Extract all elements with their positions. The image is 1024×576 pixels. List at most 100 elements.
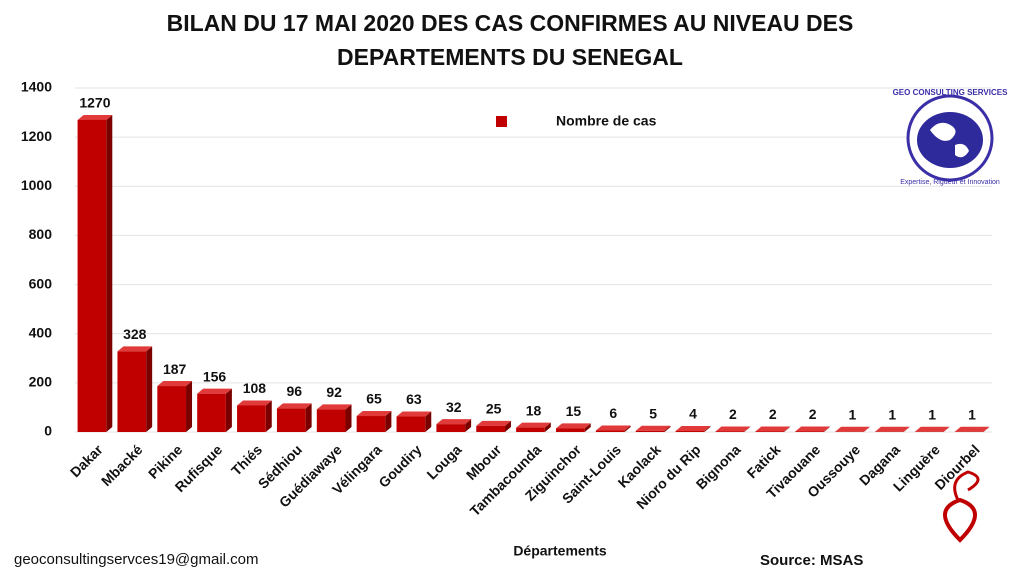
- bar: [556, 428, 585, 432]
- bar-top: [117, 346, 153, 352]
- bar: [237, 405, 266, 432]
- legend-swatch: [496, 116, 507, 127]
- bar-top: [835, 426, 870, 432]
- value-label: 1: [849, 406, 857, 422]
- value-label: 5: [649, 405, 657, 421]
- bar-side: [624, 425, 631, 432]
- value-label: 1: [888, 406, 896, 422]
- bar-top: [396, 411, 432, 417]
- bar-side: [664, 425, 671, 432]
- bar-side: [146, 346, 153, 432]
- value-label: 65: [366, 391, 382, 407]
- bar-side: [823, 426, 830, 432]
- bar-top: [436, 419, 472, 425]
- bar: [316, 409, 346, 432]
- value-label: 2: [769, 406, 777, 422]
- y-tick-label: 0: [44, 423, 52, 439]
- bar-top: [715, 426, 751, 432]
- ministry-heart: [943, 497, 977, 543]
- value-label: 187: [163, 361, 187, 377]
- bar-side: [425, 411, 432, 432]
- x-tick-label: Goudiry: [375, 441, 424, 490]
- bar-side: [465, 419, 472, 432]
- bar-side: [784, 426, 791, 432]
- value-label: 1: [928, 406, 936, 422]
- footer-email: geoconsultingservces19@gmail.com: [14, 551, 259, 568]
- bar: [595, 430, 625, 432]
- bar-top: [914, 426, 950, 432]
- bar-side: [345, 404, 352, 432]
- value-label: 32: [446, 399, 462, 415]
- value-label: 4: [689, 406, 697, 422]
- bar-top: [157, 381, 193, 387]
- y-tick-label: 600: [29, 275, 53, 291]
- bar: [77, 119, 107, 432]
- bar: [356, 416, 386, 432]
- bar: [157, 386, 187, 432]
- bar-side: [385, 411, 392, 432]
- bar-side: [744, 426, 751, 432]
- bar: [516, 427, 545, 432]
- bar-top: [755, 426, 791, 432]
- bar-side: [544, 422, 551, 432]
- bar-side: [265, 400, 272, 432]
- bar-side: [305, 403, 312, 432]
- x-tick-label: Louga: [423, 441, 464, 482]
- bar-side: [863, 426, 870, 432]
- bar-top: [516, 422, 551, 428]
- bar-top: [237, 400, 272, 406]
- legend-label: Nombre de cas: [556, 113, 657, 129]
- logo-slogan: Expertise, Rigueur et Innovation: [900, 179, 1000, 186]
- y-tick-label: 1000: [21, 177, 52, 193]
- chart-title: BILAN DU 17 MAI 2020 DES CAS CONFIRMES A…: [166, 10, 854, 70]
- bar-top: [795, 426, 830, 432]
- bar-side: [704, 426, 711, 432]
- bar: [197, 393, 226, 432]
- bar-side: [584, 423, 591, 432]
- value-label: 1: [968, 406, 976, 422]
- y-tick-label: 800: [29, 226, 53, 242]
- bar: [276, 408, 306, 432]
- x-axis-label: Départements: [513, 543, 607, 559]
- value-label: 96: [286, 383, 302, 399]
- x-tick-label: Mbacké: [98, 441, 146, 489]
- ministry-snake: [953, 470, 980, 501]
- ministry-logo: [943, 470, 980, 543]
- bar-side: [504, 420, 511, 432]
- bar-side: [186, 381, 193, 432]
- bar-top: [197, 388, 232, 394]
- bar-top: [954, 426, 990, 432]
- bar-side: [903, 426, 910, 432]
- bar-top: [675, 426, 711, 432]
- bar: [436, 424, 466, 432]
- value-label: 25: [486, 401, 502, 417]
- bar: [396, 416, 426, 432]
- bar-top: [356, 411, 392, 417]
- bar-top: [476, 420, 511, 426]
- logo-continents: [930, 122, 969, 158]
- y-tick-label: 200: [29, 374, 53, 390]
- y-tick-label: 1400: [21, 79, 52, 95]
- bar-side: [983, 426, 990, 432]
- bar-side: [225, 388, 232, 432]
- value-label: 18: [526, 402, 542, 418]
- bar-top: [635, 425, 671, 431]
- y-tick-label: 400: [29, 324, 53, 340]
- value-label: 6: [609, 405, 617, 421]
- bar-top: [77, 114, 113, 120]
- value-label: 92: [326, 384, 342, 400]
- value-label: 328: [123, 326, 147, 342]
- x-tick-label: Thiés: [228, 441, 265, 478]
- bar: [117, 351, 147, 432]
- bar-top: [874, 426, 910, 432]
- bar-side: [106, 114, 113, 432]
- bar: [476, 425, 505, 432]
- bar-top: [276, 403, 312, 409]
- bar-top: [595, 425, 631, 431]
- bar-top: [556, 423, 591, 429]
- bar: [675, 431, 705, 432]
- logo: GEO CONSULTING SERVICES Expertise, Rigue…: [893, 88, 1008, 186]
- x-tick-label: Bignona: [693, 441, 744, 492]
